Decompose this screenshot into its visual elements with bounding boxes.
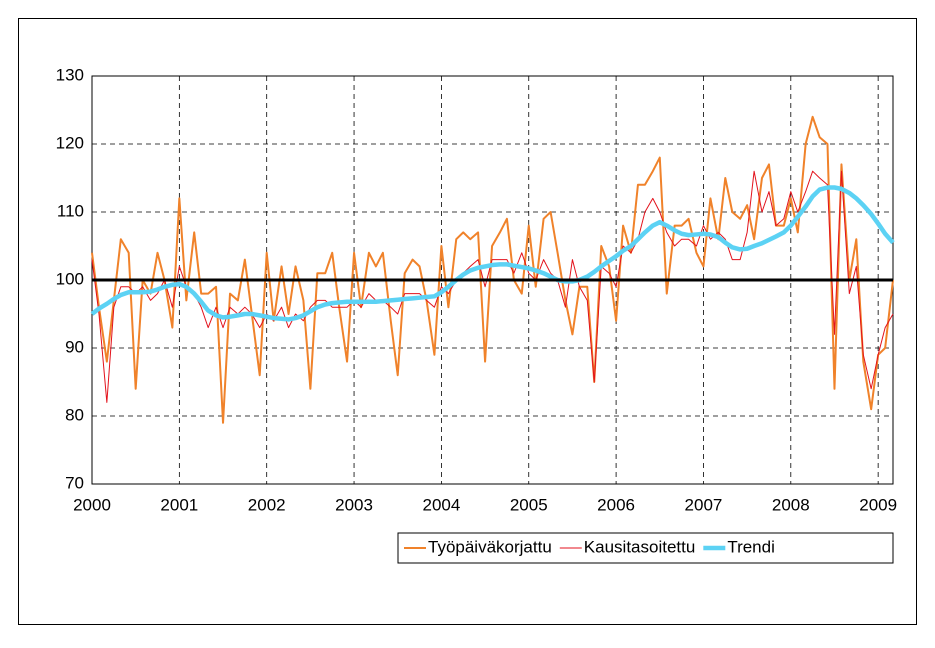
x-tick-label: 2004: [422, 495, 460, 514]
x-tick-label: 2000: [73, 495, 111, 514]
y-tick-label: 70: [65, 473, 84, 492]
x-tick-label: 2003: [335, 495, 373, 514]
x-tick-label: 2002: [248, 495, 286, 514]
x-tick-label: 2006: [597, 495, 635, 514]
y-tick-label: 120: [56, 133, 84, 152]
legend-label: Trendi: [727, 537, 775, 556]
y-tick-label: 90: [65, 337, 84, 356]
legend-label: Kausitasoitettu: [584, 537, 696, 556]
y-tick-label: 110: [57, 201, 84, 220]
x-tick-label: 2007: [685, 495, 723, 514]
series-line: [90, 185, 895, 322]
x-tick-label: 2005: [510, 495, 548, 514]
legend-label: Työpäiväkorjattu: [428, 537, 552, 556]
y-tick-label: 80: [65, 405, 84, 424]
frame: [18, 18, 917, 625]
x-tick-label: 2008: [772, 495, 810, 514]
x-tick-label: 2001: [160, 495, 198, 514]
legend-box: [397, 532, 894, 564]
x-tick-label: 2009: [859, 495, 897, 514]
y-tick-label: 100: [56, 269, 84, 288]
y-tick-label: 130: [56, 65, 84, 84]
series-line: [91, 170, 894, 403]
